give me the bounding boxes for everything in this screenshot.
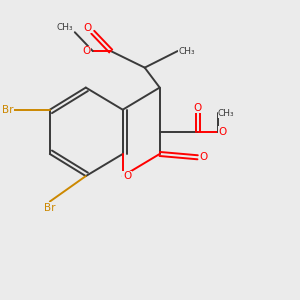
Text: CH₃: CH₃: [218, 109, 235, 118]
Text: O: O: [194, 103, 202, 113]
Text: CH₃: CH₃: [56, 23, 73, 32]
Text: CH₃: CH₃: [178, 46, 195, 56]
Text: Br: Br: [44, 203, 56, 213]
Text: O: O: [123, 171, 131, 181]
Text: O: O: [219, 127, 227, 137]
Text: O: O: [83, 23, 92, 33]
Text: O: O: [200, 152, 208, 162]
Text: O: O: [82, 46, 91, 56]
Text: Br: Br: [2, 105, 14, 115]
